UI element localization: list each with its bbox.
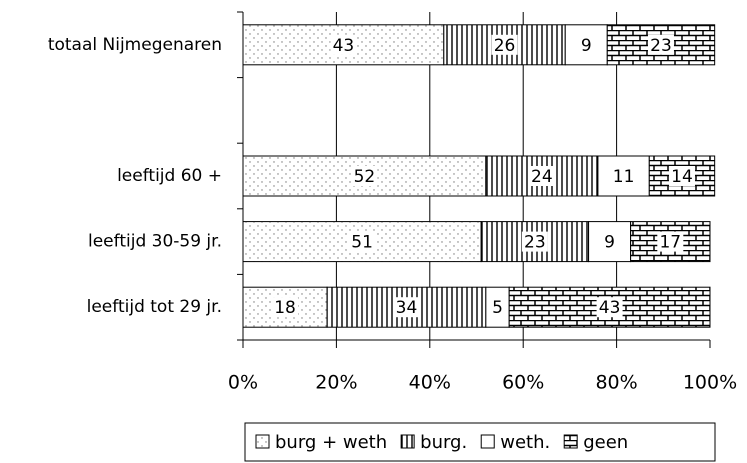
y-tick-label: totaal Nijmegenaren: [48, 35, 222, 55]
label-bg: [490, 297, 506, 318]
data-label: 52: [354, 167, 376, 187]
data-label: 51: [351, 233, 373, 253]
label-bg: [393, 297, 420, 318]
data-label: 18: [274, 298, 296, 318]
label-bg: [491, 34, 518, 55]
legend-swatch: [563, 434, 578, 449]
label-bg: [578, 34, 594, 55]
data-label: 9: [581, 36, 592, 56]
data-label: 11: [613, 167, 635, 187]
data-label: 23: [650, 36, 672, 56]
legend-label: weth.: [500, 432, 550, 453]
data-label: 34: [396, 298, 418, 318]
label-bg: [657, 231, 684, 252]
legend-swatch: [400, 434, 415, 449]
x-tick-label: 20%: [315, 372, 357, 394]
data-label: 9: [604, 233, 615, 253]
label-bg: [668, 166, 695, 186]
label-bg: [596, 297, 623, 318]
y-tick-label: leeftijd 30-59 jr.: [88, 232, 222, 252]
data-label: 43: [599, 298, 621, 318]
label-bg: [330, 34, 357, 55]
y-tick-label: leeftijd tot 29 jr.: [87, 297, 222, 317]
x-tick-label: 0%: [228, 372, 258, 394]
label-bg: [528, 166, 555, 186]
data-label: 43: [333, 36, 355, 56]
x-tick-label: 60%: [502, 372, 544, 394]
legend-label: burg.: [420, 432, 467, 453]
label-bg: [610, 166, 637, 186]
y-tick-label: leeftijd 60 +: [117, 166, 222, 186]
legend-swatch: [255, 434, 270, 449]
label-bg: [602, 231, 618, 252]
legend-box: [244, 422, 716, 462]
label-bg: [349, 231, 376, 252]
data-label: 17: [659, 233, 681, 253]
bar-segment: [630, 221, 711, 263]
label-bg: [647, 34, 674, 55]
data-label: 24: [531, 167, 553, 187]
data-label: 14: [671, 167, 693, 187]
data-label: 5: [492, 298, 503, 318]
legend-label: geen: [583, 432, 628, 453]
label-bg: [272, 297, 299, 318]
legend-label: burg + weth: [275, 432, 387, 453]
label-bg: [351, 166, 378, 186]
legend-swatch: [480, 434, 495, 449]
bar-segment: [242, 221, 482, 263]
data-label: 23: [524, 233, 546, 253]
x-tick-label: 100%: [683, 372, 737, 394]
x-tick-label: 80%: [595, 372, 637, 394]
x-tick-label: 40%: [409, 372, 451, 394]
label-bg: [521, 231, 548, 252]
data-label: 26: [494, 36, 516, 56]
